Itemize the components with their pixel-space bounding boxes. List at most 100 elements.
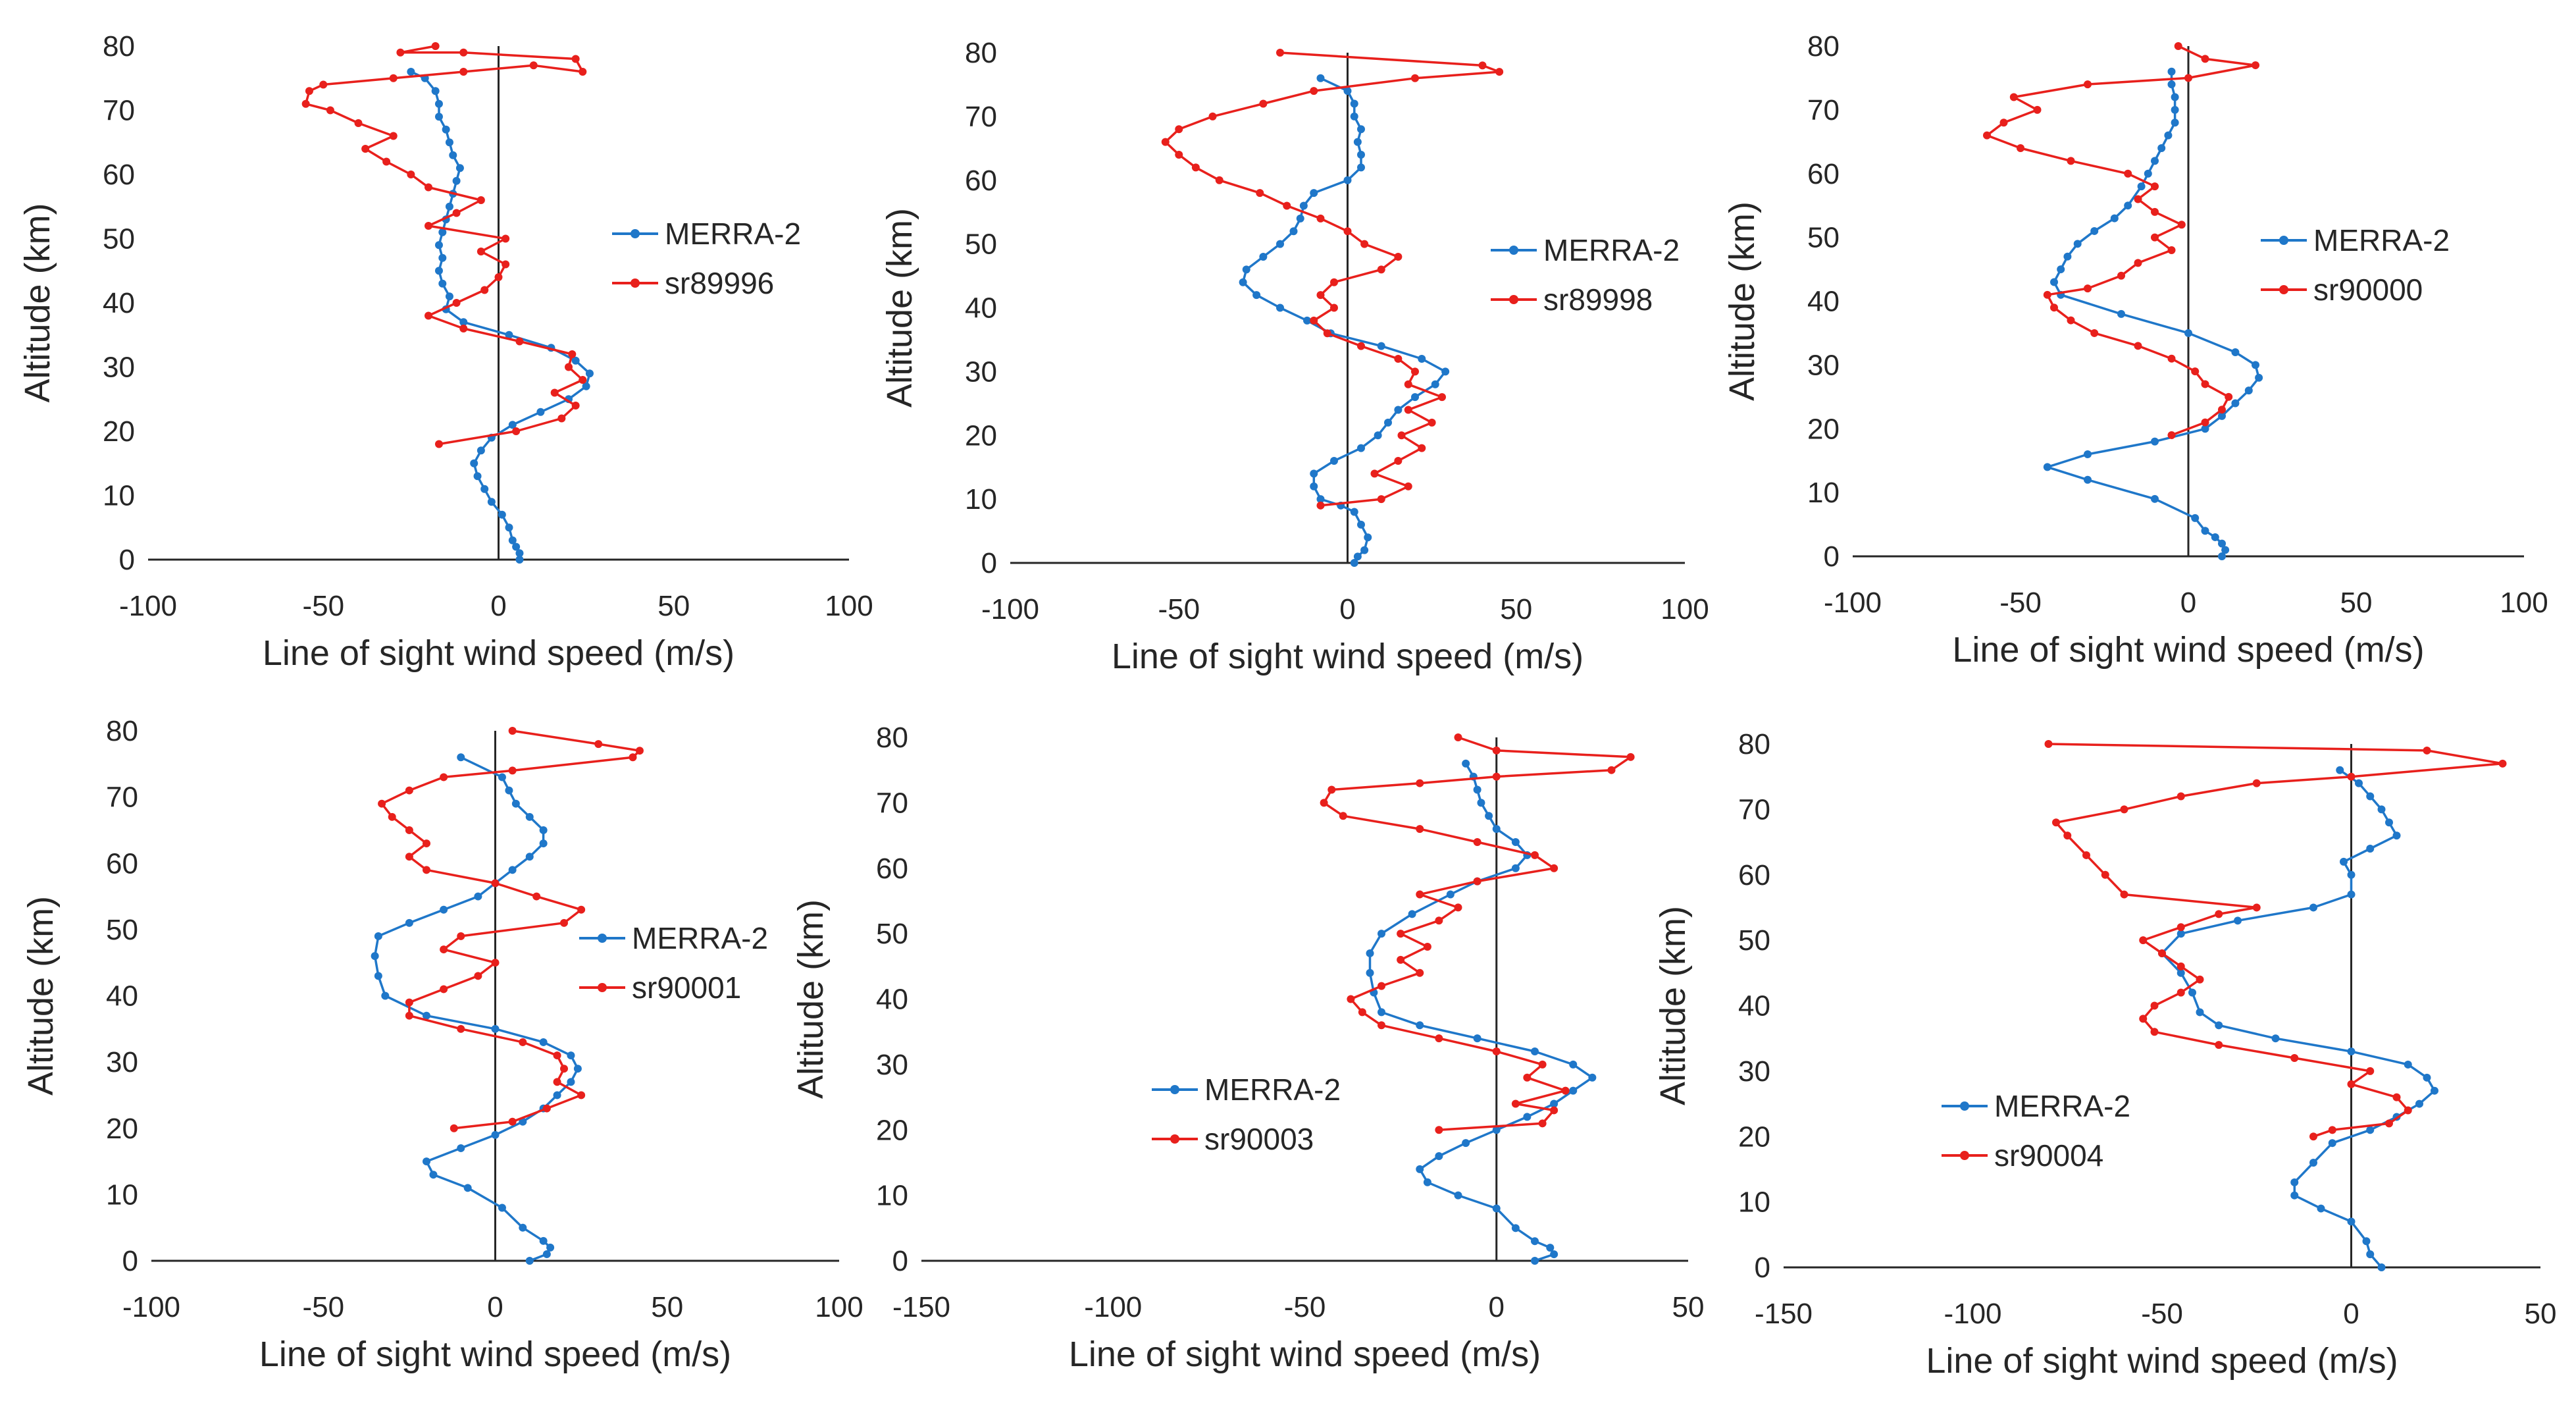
x-tick-label: 100: [815, 1291, 863, 1323]
data-point: [565, 363, 573, 371]
series-line: [1322, 736, 1632, 1132]
data-point: [2090, 226, 2099, 235]
data-point: [1343, 176, 1352, 184]
data-point: [635, 747, 644, 755]
data-point: [1343, 87, 1352, 95]
y-tick-label: 0: [892, 1245, 908, 1277]
data-point: [1431, 380, 1439, 388]
data-point: [1397, 955, 1405, 964]
data-point: [1626, 753, 1635, 761]
data-point: [582, 382, 590, 390]
data-point: [2423, 1073, 2431, 1082]
x-axis-title: Line of sight wind speed (m/s): [1926, 1341, 2398, 1381]
y-tick-label: 40: [1738, 990, 1770, 1022]
data-point: [491, 879, 500, 887]
data-point: [2167, 354, 2176, 363]
data-point: [571, 55, 580, 63]
data-point: [2033, 105, 2042, 114]
data-point: [1404, 406, 1412, 414]
data-point: [579, 68, 587, 76]
data-point: [2139, 1015, 2148, 1023]
data-point: [1374, 431, 1382, 440]
data-point: [2124, 169, 2132, 178]
data-point: [1191, 163, 1200, 172]
data-point: [2415, 1099, 2423, 1108]
data-point: [1310, 87, 1318, 95]
chart-panel-3: 0 10 20 30 40 50 60 70 80 -100 -50 0 50 100 Line of si…: [1722, 30, 2548, 670]
data-point: [1416, 1165, 1424, 1173]
data-point: [440, 905, 448, 914]
data-point: [2017, 144, 2024, 152]
data-point: [2134, 195, 2142, 203]
x-tick-label: -100: [1084, 1291, 1142, 1323]
data-point: [431, 42, 440, 50]
data-point: [1316, 74, 1325, 82]
data-point: [1492, 1204, 1501, 1213]
data-point: [1259, 99, 1268, 108]
data-point: [389, 74, 398, 82]
y-axis-title: Altitude (km): [791, 899, 831, 1099]
data-point: [1364, 533, 1372, 542]
data-point: [1303, 316, 1311, 325]
data-point: [1394, 253, 1403, 261]
data-point: [2050, 304, 2058, 312]
x-tick-label: -100: [1824, 587, 1882, 619]
x-tick-label: -100: [119, 590, 177, 622]
y-tick-label: 10: [965, 483, 997, 516]
y-tick-label: 60: [1738, 859, 1770, 891]
data-point: [2057, 265, 2065, 274]
y-tick-label: 70: [1738, 793, 1770, 826]
data-point: [1330, 278, 1338, 286]
data-point: [354, 119, 363, 127]
data-point: [455, 164, 464, 172]
data-point: [1569, 1086, 1578, 1095]
data-point: [2244, 386, 2253, 395]
data-point: [1316, 495, 1325, 504]
data-point: [459, 318, 468, 327]
data-point: [1350, 559, 1358, 567]
data-point: [2184, 74, 2192, 82]
data-point: [1478, 61, 1487, 70]
legend-label: MERRA-2: [1204, 1072, 1341, 1107]
data-point: [1378, 1008, 1385, 1017]
data-point: [539, 1038, 548, 1046]
y-tick-label: 50: [106, 914, 138, 946]
y-tick-label: 30: [876, 1049, 908, 1081]
legend-entry: MERRA-2: [1491, 233, 1680, 267]
data-point: [2120, 805, 2128, 814]
data-point: [1531, 1257, 1539, 1265]
series-merra-2: [371, 753, 582, 1265]
data-point: [2188, 988, 2196, 997]
data-point: [585, 369, 594, 378]
y-tick-label: 20: [1807, 413, 1840, 445]
data-point: [423, 1157, 430, 1166]
data-point: [1343, 227, 1352, 236]
y-tick-label: 30: [1807, 349, 1840, 381]
data-point: [1299, 201, 1308, 210]
data-point: [2090, 329, 2099, 337]
data-point: [1161, 138, 1170, 146]
data-point: [508, 536, 517, 544]
data-point: [480, 286, 489, 294]
data-point: [1511, 864, 1520, 872]
data-point: [371, 952, 379, 961]
data-point: [560, 918, 568, 927]
data-point: [1538, 1060, 1547, 1069]
series-merra-2: [1366, 759, 1597, 1265]
data-point: [378, 799, 386, 808]
data-point: [573, 1065, 582, 1073]
data-point: [515, 556, 524, 564]
data-point: [529, 61, 538, 70]
data-point: [2110, 214, 2119, 223]
y-tick-label: 70: [103, 95, 135, 127]
data-point: [2347, 1217, 2356, 1226]
legend-label: MERRA-2: [632, 921, 768, 955]
data-point: [434, 267, 443, 275]
legend-label: sr90000: [2313, 273, 2423, 307]
data-point: [1462, 759, 1470, 768]
x-tick-label: -100: [1944, 1298, 2001, 1330]
data-point: [1357, 444, 1365, 452]
x-axis-title: Line of sight wind speed (m/s): [1952, 630, 2424, 670]
data-point: [1320, 799, 1328, 807]
data-point: [2366, 792, 2375, 801]
